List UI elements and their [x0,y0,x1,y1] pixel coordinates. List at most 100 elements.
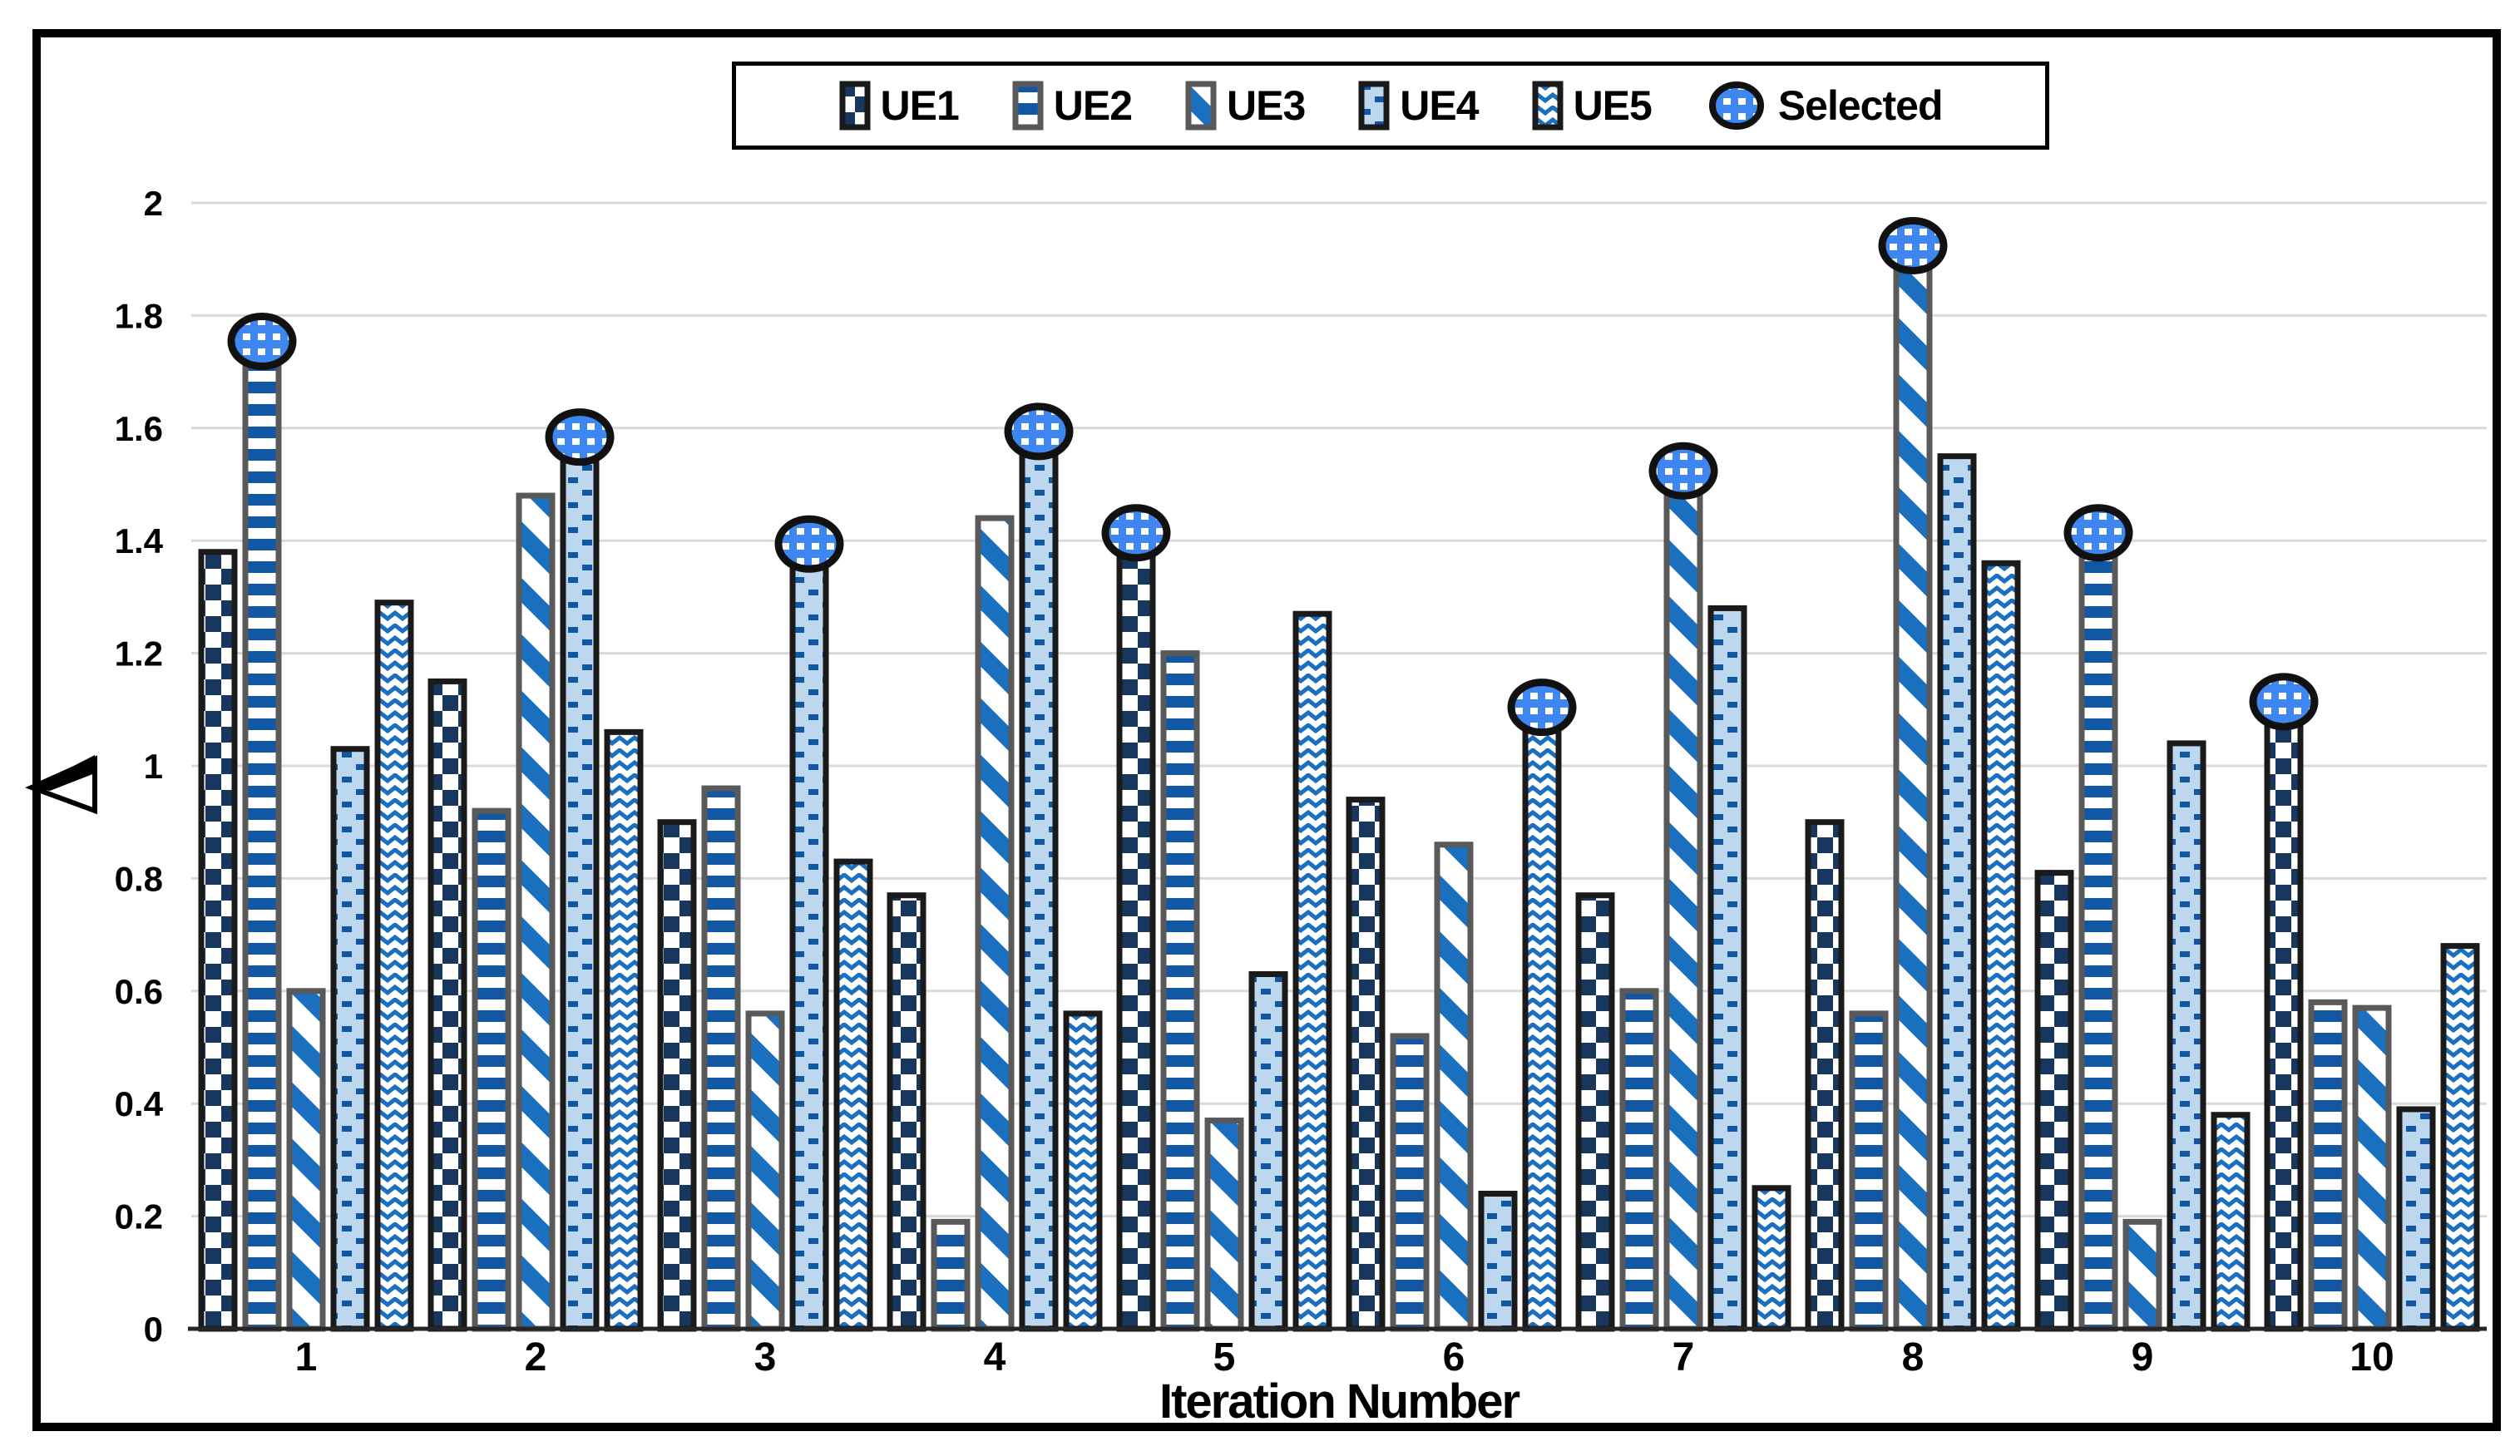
x-tick-label-1: 1 [295,1335,318,1379]
bar-ue4-group-5 [1248,970,1288,1332]
selected-marker-group-6 [1507,679,1577,737]
selected-marker-group-10 [2249,673,2319,731]
x-tick-label-7: 7 [1673,1335,1695,1379]
bar-ue2-group-1 [242,358,282,1332]
bar-ue1-group-9 [2034,870,2074,1332]
bar-ue5-group-2 [604,728,644,1332]
y-tick-label-1.4: 1.4 [115,521,164,560]
legend-swatch-selected-circle-icon [1708,81,1764,130]
y-axis-delta-symbol [25,755,97,815]
bar-ue1-group-2 [427,678,467,1332]
y-tick-label-0: 0 [144,1310,163,1349]
bar-ue4-group-2 [560,453,600,1332]
legend-swatch-ue2-stripes-icon [1012,81,1044,131]
bar-ue3-group-9 [2122,1218,2162,1332]
bar-ue2-group-3 [701,785,741,1332]
bar-ue1-group-6 [1346,797,1386,1332]
bar-ue1-group-8 [1805,819,1845,1332]
bar-ue5-group-1 [374,600,414,1332]
legend-swatch-ue5-wave-icon [1532,81,1564,131]
bar-ue5-group-6 [1522,723,1562,1332]
selected-marker-group-5 [1101,504,1171,562]
x-tick-label-9: 9 [2132,1335,2154,1379]
legend-label-ue4: UE4 [1400,82,1479,129]
legend-item-ue3: UE3 [1185,81,1306,131]
bar-ue2-group-4 [931,1218,971,1332]
x-tick-label-3: 3 [754,1335,777,1379]
y-axis-tick-labels: 0 0.2 0.4 0.6 0.8 1 1.2 1.4 1.6 1.8 2 [115,184,164,1349]
x-tick-label-4: 4 [984,1335,1006,1379]
bar-ue3-group-1 [286,988,326,1332]
bar-ue1-group-4 [887,892,926,1332]
bar-ue5-group-4 [1063,1010,1103,1332]
bar-ue3-group-5 [1204,1118,1244,1332]
y-tick-label-1: 1 [144,747,163,786]
bar-ue3-group-6 [1434,842,1474,1332]
bar-ue2-group-10 [2308,999,2348,1332]
bar-ue4-group-4 [1019,447,1059,1332]
x-tick-label-2: 2 [525,1335,547,1379]
bar-ue3-group-3 [745,1010,785,1332]
y-tick-label-2: 2 [144,184,163,223]
bar-ue4-group-8 [1937,453,1977,1332]
selected-marker-group-7 [1648,442,1718,500]
bar-ue4-group-10 [2396,1106,2436,1332]
selected-marker-group-8 [1878,216,1948,274]
selected-marker-group-1 [227,313,297,371]
bar-ue5-group-3 [833,858,873,1332]
bar-ue3-group-10 [2352,1004,2392,1332]
selected-marker-group-3 [774,515,844,573]
x-tick-label-6: 6 [1443,1335,1465,1379]
bar-ue1-group-7 [1575,892,1615,1332]
legend-item-ue5: UE5 [1532,81,1653,131]
legend-swatch-ue1-checker-icon [839,81,870,131]
bar-ue1-group-10 [2264,718,2304,1332]
legend-label-ue3: UE3 [1227,82,1306,129]
legend-swatch-ue3-diagonal-icon [1185,81,1217,131]
bar-ue4-group-7 [1707,605,1747,1332]
legend-swatch-ue4-dashes-icon [1358,81,1390,131]
selected-marker-group-4 [1004,402,1074,461]
bar-ue5-group-9 [2211,1112,2251,1332]
bar-ue5-group-10 [2440,943,2480,1332]
bar-ue3-group-7 [1663,486,1703,1332]
legend-label-ue1: UE1 [880,82,960,129]
y-tick-label-0.2: 0.2 [115,1197,163,1236]
bar-ue2-group-8 [1849,1010,1889,1332]
selected-marker-group-2 [545,408,615,466]
bar-ue5-group-7 [1752,1185,1791,1332]
legend-label-ue5: UE5 [1573,82,1653,129]
x-axis-tick-labels: 1 2 3 4 5 6 7 8 9 10 [295,1335,2394,1379]
bar-ue1-group-1 [198,549,238,1332]
legend: UE1 UE2 UE3 UE4 UE5 [732,62,2049,150]
x-axis-title: Iteration Number [1159,1375,1520,1429]
selected-markers [227,216,2319,737]
x-tick-label-8: 8 [1902,1335,1925,1379]
y-tick-label-0.8: 0.8 [115,859,163,898]
legend-item-selected: Selected [1705,79,1943,132]
legend-item-ue1: UE1 [839,81,960,131]
bar-ue4-group-3 [789,560,829,1332]
y-tick-label-1.8: 1.8 [115,296,163,335]
figure-border [32,29,2501,1431]
bar-ue3-group-4 [975,515,1015,1332]
bar-ue3-group-2 [516,492,556,1332]
bar-ue3-group-8 [1893,261,1933,1332]
bar-ue5-group-8 [1981,560,2021,1332]
y-tick-label-1.6: 1.6 [115,409,163,448]
selected-marker-group-9 [2063,504,2133,562]
y-tick-label-0.6: 0.6 [115,972,163,1011]
bar-ue2-group-6 [1390,1033,1430,1332]
x-tick-label-5: 5 [1213,1335,1236,1379]
bar-ue1-group-3 [657,819,697,1332]
legend-item-ue2: UE2 [1012,81,1133,131]
bar-ue4-group-9 [2167,740,2206,1332]
y-tick-label-1.2: 1.2 [115,634,163,674]
bar-ue2-group-7 [1619,988,1659,1332]
bar-ue4-group-1 [330,746,370,1332]
bar-ue5-group-5 [1292,610,1332,1332]
legend-item-ue4: UE4 [1358,81,1480,131]
bar-series [198,261,2480,1332]
